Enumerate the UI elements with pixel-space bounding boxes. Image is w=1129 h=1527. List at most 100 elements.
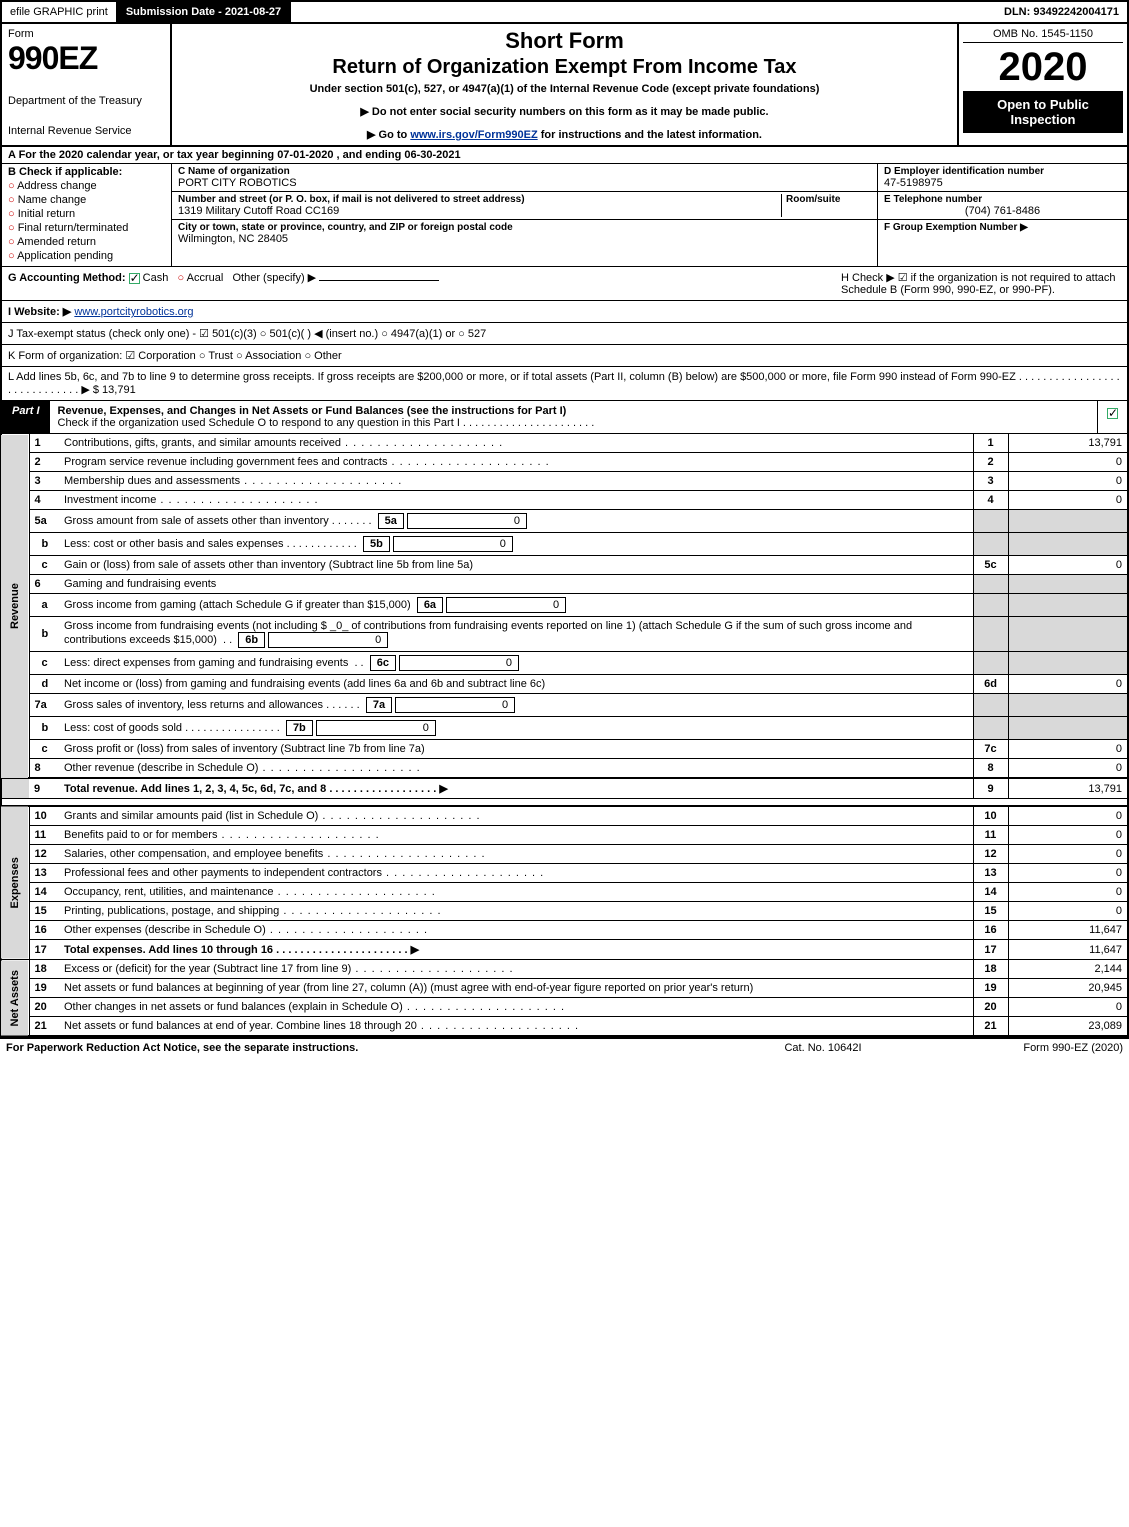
ein-value: 47-5198975 — [884, 177, 1121, 189]
l6c-sn: 6c — [370, 655, 396, 671]
check-application-pending[interactable]: Application pending — [8, 250, 165, 262]
l8-val: 0 — [1008, 759, 1128, 779]
l18-val: 2,144 — [1008, 960, 1128, 979]
accrual-label: Accrual — [187, 272, 224, 284]
l4-ln: 4 — [973, 491, 1008, 510]
l18-num: 18 — [29, 960, 59, 979]
l3-ln: 3 — [973, 472, 1008, 491]
l6c-sv: 0 — [399, 655, 519, 671]
l6-val — [1008, 575, 1128, 594]
l5b-desc: Less: cost or other basis and sales expe… — [64, 538, 284, 550]
l5a-sv: 0 — [407, 513, 527, 529]
l17-val: 11,647 — [1008, 940, 1128, 960]
l11-num: 11 — [29, 826, 59, 845]
ein-label: D Employer identification number — [884, 166, 1121, 177]
org-name-label: C Name of organization — [178, 166, 871, 177]
l13-num: 13 — [29, 864, 59, 883]
l14-ln: 14 — [973, 883, 1008, 902]
l5b-ln — [973, 533, 1008, 556]
l6b-sv: 0 — [268, 632, 388, 648]
l9-val: 13,791 — [1008, 778, 1128, 799]
check-final-return[interactable]: Final return/terminated — [8, 222, 165, 234]
l9-num: 9 — [29, 778, 59, 799]
l6-ln — [973, 575, 1008, 594]
form-number: 990EZ — [8, 40, 164, 77]
l17-num: 17 — [29, 940, 59, 960]
check-cash[interactable] — [129, 273, 140, 284]
check-address-change[interactable]: Address change — [8, 180, 165, 192]
l1-ln: 1 — [973, 434, 1008, 453]
l18-ln: 18 — [973, 960, 1008, 979]
l12-val: 0 — [1008, 845, 1128, 864]
phone-label: E Telephone number — [884, 194, 1121, 205]
l19-ln: 19 — [973, 979, 1008, 998]
submission-date: Submission Date - 2021-08-27 — [118, 2, 291, 22]
l12-desc: Salaries, other compensation, and employ… — [59, 845, 973, 864]
l1-desc: Contributions, gifts, grants, and simila… — [59, 434, 973, 453]
l15-num: 15 — [29, 902, 59, 921]
city-label: City or town, state or province, country… — [178, 222, 871, 233]
l6a-row: Gross income from gaming (attach Schedul… — [59, 594, 973, 617]
l4-desc: Investment income — [59, 491, 973, 510]
other-specify-input[interactable] — [319, 280, 439, 281]
l19-val: 20,945 — [1008, 979, 1128, 998]
link-suffix: for instructions and the latest informat… — [541, 129, 762, 141]
org-name: PORT CITY ROBOTICS — [178, 177, 871, 189]
part-1-checkbox[interactable] — [1097, 401, 1127, 433]
l20-desc: Other changes in net assets or fund bala… — [59, 998, 973, 1017]
l7a-row: Gross sales of inventory, less returns a… — [59, 694, 973, 717]
website-label: I Website: ▶ — [8, 306, 71, 318]
other-label: Other (specify) ▶ — [232, 272, 316, 284]
check-name-change[interactable]: Name change — [8, 194, 165, 206]
l7a-desc: Gross sales of inventory, less returns a… — [64, 699, 323, 711]
l2-ln: 2 — [973, 453, 1008, 472]
l7b-val — [1008, 717, 1128, 740]
cash-label: Cash — [143, 272, 169, 284]
l14-val: 0 — [1008, 883, 1128, 902]
l21-val: 23,089 — [1008, 1017, 1128, 1037]
l20-ln: 20 — [973, 998, 1008, 1017]
street-label: Number and street (or P. O. box, if mail… — [178, 194, 781, 205]
l4-val: 0 — [1008, 491, 1128, 510]
instructions-link[interactable]: www.irs.gov/Form990EZ — [410, 129, 537, 141]
l15-ln: 15 — [973, 902, 1008, 921]
check-accrual[interactable]: ○ — [178, 272, 185, 284]
part-1-title: Revenue, Expenses, and Changes in Net As… — [58, 405, 567, 417]
header-right: OMB No. 1545-1150 2020 Open to Public In… — [957, 24, 1127, 145]
row-gh: G Accounting Method: Cash ○ Accrual Othe… — [0, 267, 1129, 301]
l6b-ln — [973, 617, 1008, 652]
l11-val: 0 — [1008, 826, 1128, 845]
spacer-1 — [1, 799, 1128, 807]
part-1-table: Revenue 1 Contributions, gifts, grants, … — [0, 434, 1129, 1037]
column-c: C Name of organization PORT CITY ROBOTIC… — [172, 164, 877, 266]
part-1-check-line: Check if the organization used Schedule … — [58, 417, 595, 429]
efile-print-button[interactable]: efile GRAPHIC print — [2, 2, 118, 22]
l4-num: 4 — [29, 491, 59, 510]
l16-ln: 16 — [973, 921, 1008, 940]
l6a-desc: Gross income from gaming (attach Schedul… — [64, 599, 411, 611]
website-link[interactable]: www.portcityrobotics.org — [74, 306, 193, 318]
tax-year: 2020 — [963, 47, 1123, 87]
l7c-num: c — [29, 740, 59, 759]
l6a-val — [1008, 594, 1128, 617]
l7b-desc: Less: cost of goods sold — [64, 722, 182, 734]
part-1-header: Part I Revenue, Expenses, and Changes in… — [0, 401, 1129, 434]
l7b-ln — [973, 717, 1008, 740]
header-left: Form 990EZ Department of the Treasury In… — [2, 24, 172, 145]
l5c-ln: 5c — [973, 556, 1008, 575]
title-return: Return of Organization Exempt From Incom… — [182, 56, 947, 79]
l15-val: 0 — [1008, 902, 1128, 921]
l12-ln: 12 — [973, 845, 1008, 864]
check-initial-return[interactable]: Initial return — [8, 208, 165, 220]
l6-desc: Gaming and fundraising events — [59, 575, 973, 594]
omb-number: OMB No. 1545-1150 — [963, 28, 1123, 43]
l9-side — [1, 778, 29, 799]
l5b-val — [1008, 533, 1128, 556]
l2-desc: Program service revenue including govern… — [59, 453, 973, 472]
l2-val: 0 — [1008, 453, 1128, 472]
l6d-ln: 6d — [973, 675, 1008, 694]
check-amended-return[interactable]: Amended return — [8, 236, 165, 248]
l7a-num: 7a — [29, 694, 59, 717]
city-state-zip: Wilmington, NC 28405 — [178, 233, 871, 245]
l7c-ln: 7c — [973, 740, 1008, 759]
